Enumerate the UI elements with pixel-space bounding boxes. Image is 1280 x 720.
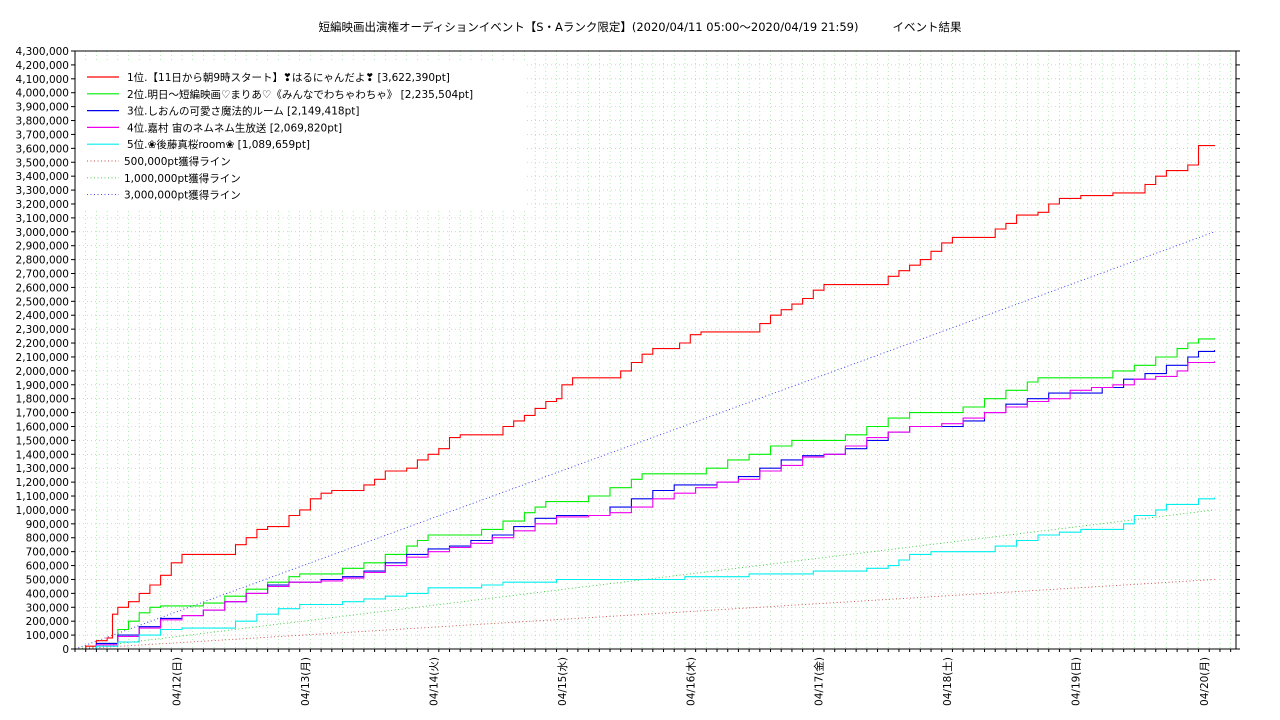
y-tick-label: 1,900,000: [16, 380, 69, 392]
y-tick-label: 4,300,000: [16, 46, 69, 58]
y-axis: 0 100,000 200,000 300,000 400,000 500,000600,…: [16, 46, 1240, 656]
legend-label: 1,000,000pt獲得ライン: [124, 172, 241, 185]
y-tick-label: 2,800,000: [16, 255, 69, 267]
y-tick-label: 1,400,000: [16, 449, 69, 461]
x-axis: 04/12(日) 04/13(月) 04/14(火) 04/15(水) 04/16(木)…: [74, 649, 1232, 706]
y-tick-label: 4,000,000: [16, 88, 69, 100]
y-tick-label: 4,100,000: [16, 74, 69, 86]
legend-label: 500,000pt獲得ライン: [124, 155, 231, 168]
series-line-1: [75, 145, 1216, 650]
x-tick-label: 04/17(金): [813, 657, 826, 706]
y-tick-label: 3,200,000: [16, 199, 69, 211]
y-tick-label: 700,000: [26, 547, 69, 559]
series-lines: [75, 145, 1216, 650]
y-tick-label: 2,300,000: [16, 324, 69, 336]
x-tick-label: 04/15(水): [557, 657, 569, 706]
y-tick-label: 800,000: [26, 533, 69, 545]
y-tick-label: 2,400,000: [16, 310, 69, 322]
y-tick-label: 2,000,000: [16, 366, 69, 378]
y-tick-label: 100,000: [26, 630, 69, 642]
legend-box: [77, 61, 527, 211]
x-tick-label: 04/18(土): [941, 657, 954, 706]
y-tick-label: 1,800,000: [16, 394, 69, 406]
plot-frame: [74, 50, 1237, 650]
y-tick-label: 900,000: [26, 519, 69, 531]
legend-label: 4位.嘉村 宙のネムネム生放送 [2,069,820pt]: [127, 121, 342, 134]
legend: 1位.【11日から朝9時スタート】❣はるにゃんだよ❣ [3,622,390pt]…: [77, 61, 527, 211]
y-tick-label: 1,500,000: [16, 435, 69, 447]
x-tick-label: 04/19(日): [1070, 657, 1082, 706]
y-tick-label: 2,200,000: [16, 338, 69, 350]
y-tick-label: 3,100,000: [16, 213, 69, 225]
x-tick-label: 04/16(木): [685, 657, 697, 706]
legend-label: 5位.❀後藤真桜room❀ [1,089,659pt]: [127, 138, 310, 151]
y-tick-label: 2,900,000: [16, 241, 69, 253]
x-tick-label: 04/14(火): [428, 657, 440, 706]
y-tick-label: 3,500,000: [16, 157, 69, 169]
y-tick-label: 400,000: [26, 588, 69, 600]
y-tick-label: 3,900,000: [16, 102, 69, 114]
chart-subtitle: イベント結果: [892, 20, 962, 34]
y-tick-label: 3,300,000: [16, 185, 69, 197]
x-tick-label: 04/12(日): [172, 657, 184, 706]
chart-title-bar: 短編映画出演権オーディションイベント【S・Aランク限定】(2020/04/11 …: [0, 19, 1280, 35]
x-tick-label: 04/20(月): [1199, 657, 1211, 706]
series-line-2: [75, 338, 1216, 650]
y-tick-label: 1,700,000: [16, 408, 69, 420]
y-tick-label: 1,200,000: [16, 477, 69, 489]
y-tick-label: 3,600,000: [16, 143, 69, 155]
y-tick-label: 1,600,000: [16, 421, 69, 433]
y-tick-label: 1,000,000: [16, 505, 69, 517]
y-tick-label: 3,000,000: [16, 227, 69, 239]
chart-title: 短編映画出演権オーディションイベント【S・Aランク限定】(2020/04/11 …: [318, 20, 859, 34]
y-tick-label: 300,000: [26, 602, 69, 614]
y-tick-label: 1,300,000: [16, 463, 69, 475]
y-tick-label: 3,400,000: [16, 171, 69, 183]
y-tick-label: 600,000: [26, 561, 69, 573]
reference-line-5: [74, 579, 1215, 650]
y-tick-label: 1,100,000: [16, 491, 69, 503]
y-tick-label: 3,800,000: [16, 116, 69, 128]
x-tick-label: 04/13(月): [300, 657, 312, 706]
y-tick-label: 2,100,000: [16, 352, 69, 364]
y-tick-label: 2,600,000: [16, 282, 69, 294]
y-tick-label: 0: [62, 644, 69, 656]
legend-label: 3,000,000pt獲得ライン: [124, 189, 241, 202]
y-tick-label: 3,700,000: [16, 129, 69, 141]
y-tick-label: 2,700,000: [16, 269, 69, 281]
y-tick-label: 2,500,000: [16, 296, 69, 308]
legend-label: 1位.【11日から朝9時スタート】❣はるにゃんだよ❣ [3,622,390pt]: [127, 71, 450, 84]
y-tick-label: 500,000: [26, 574, 69, 586]
legend-label: 2位.明日〜短編映画♡まりあ♡《みんなでわちゃわちゃ》 [2,235,504pt…: [127, 88, 473, 101]
legend-label: 3位.しおんの可愛さ魔法的ルーム [2,149,418pt]: [127, 105, 359, 118]
series-line-4: [75, 361, 1216, 650]
series-line-5: [75, 497, 1216, 650]
y-tick-label: 4,200,000: [16, 60, 69, 72]
y-tick-label: 200,000: [26, 616, 69, 628]
